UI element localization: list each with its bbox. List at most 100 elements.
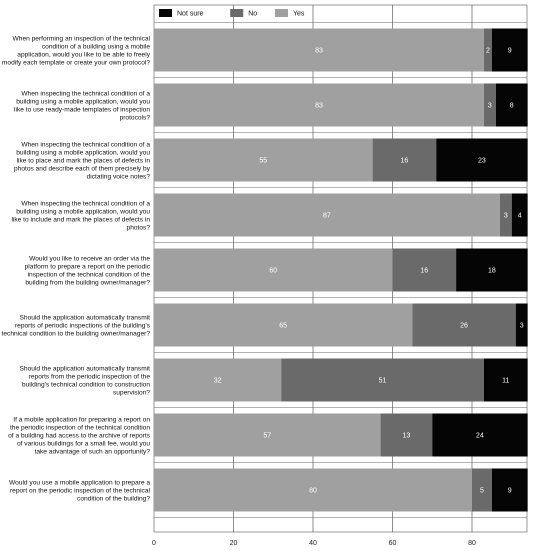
bar-value-label: 16 [401, 158, 409, 165]
category-label-line: Would you use a mobile application to pr… [9, 479, 150, 486]
bar-not-sure [491, 28, 528, 72]
category-label: When performing an inspection of the tec… [2, 35, 151, 66]
bar-value-label: 3 [520, 323, 524, 330]
legend-label: Not sure [177, 11, 204, 18]
category-label: When inspecting the technical condition … [14, 90, 150, 121]
bar-value-label: 5 [480, 488, 484, 495]
category-label-line: Should the application automatically tra… [20, 314, 151, 321]
bar-value-label: 3 [504, 213, 508, 220]
x-tick-label: 0 [152, 540, 156, 547]
category-label-line: building using a mobile application, wou… [16, 208, 150, 215]
category-label-line: Would you like to receive an order via t… [29, 255, 150, 262]
bar-yes [154, 138, 373, 182]
x-tick-label: 20 [230, 540, 238, 547]
legend: Not sure No Yes [159, 9, 305, 18]
category-label-line: application, would you like to be able t… [17, 51, 150, 58]
category-label-line: building using a mobile application, wou… [16, 149, 150, 156]
category-label-line: protocols? [120, 114, 151, 121]
bar-value-label: 80 [309, 488, 317, 495]
bar-value-label: 9 [508, 488, 512, 495]
bar-not-sure [491, 468, 528, 512]
bar-yes [154, 28, 484, 72]
bar-value-label: 4 [518, 213, 522, 220]
bar-no [372, 138, 437, 182]
bar-value-label: 23 [478, 158, 486, 165]
bar-no [483, 28, 492, 72]
category-label-line: dictating voice notes? [87, 173, 151, 180]
bar-yes [154, 413, 381, 457]
category-label-line: When inspecting the technical condition … [21, 90, 150, 97]
bar-not-sure [432, 413, 528, 457]
category-label-line: photos and describe each of them precise… [14, 165, 151, 172]
category-label-line: condition of a building using a mobile [42, 43, 150, 50]
bar-no [380, 413, 433, 457]
bar-no [499, 193, 512, 237]
category-label-line: supervision? [113, 389, 150, 396]
bar-yes [154, 193, 500, 237]
legend-swatch [159, 9, 172, 17]
x-axis: 0 20 40 60 80 [152, 540, 476, 547]
legend-swatch [275, 9, 288, 17]
category-label-line: like to place and mark the places of def… [17, 157, 151, 164]
category-label: When inspecting the technical condition … [14, 141, 151, 180]
bar-not-sure [515, 303, 528, 347]
bar-value-label: 11 [502, 378, 509, 385]
category-label-line: building from the building owner/manager… [25, 279, 150, 286]
bar-yes [154, 303, 413, 347]
legend-swatch [230, 9, 244, 17]
category-label: Should the application automatically tra… [2, 314, 151, 337]
bar-value-label: 32 [214, 378, 222, 385]
category-label-line: the periodic inspection of the technical… [10, 424, 150, 431]
bars-group: 83 2 9 83 3 8 55 16 23 87 3 4 60 16 18 65 26 3 32 51 11 57 13 2… [154, 28, 528, 512]
category-label-line: Should the application automatically tra… [20, 365, 151, 372]
category-label-line: If a mobile application for preparing a … [13, 416, 150, 423]
bar-not-sure [436, 138, 528, 182]
legend-label: No [248, 11, 257, 18]
category-label-line: like to use ready-made templates of insp… [14, 106, 150, 113]
bar-value-label: 83 [315, 103, 323, 110]
category-label-line: like to include and mark the places of d… [11, 216, 150, 223]
x-tick-label: 80 [468, 540, 476, 547]
bar-no [281, 358, 484, 402]
x-tick-label: 60 [389, 540, 397, 547]
category-label-line: of a building had access to the archive … [8, 432, 151, 439]
category-label-line: photos? [127, 224, 151, 231]
bar-no [392, 248, 457, 292]
bar-value-label: 13 [403, 433, 411, 440]
bar-value-label: 55 [259, 158, 267, 165]
category-label-line: platform to prepare a report on the peri… [25, 263, 151, 270]
bar-value-label: 65 [279, 323, 287, 330]
bar-value-label: 24 [476, 433, 484, 440]
bar-not-sure [511, 193, 528, 237]
bar-value-label: 18 [488, 268, 496, 275]
legend-label: Yes [293, 11, 305, 18]
bar-value-label: 16 [420, 268, 428, 275]
bar-value-label: 2 [486, 48, 490, 55]
category-label-line: condition of the building? [77, 495, 150, 502]
bar-value-label: 83 [315, 48, 323, 55]
category-label-line: When inspecting the technical condition … [21, 141, 150, 148]
category-label-line: building's technical condition to constr… [22, 381, 150, 388]
category-label-line: of various buildings for a small fee, wo… [17, 440, 150, 447]
category-label-line: reports from the periodic inspection of … [29, 373, 151, 380]
bar-value-label: 60 [269, 268, 277, 275]
category-label: Would you like to receive an order via t… [25, 255, 151, 286]
category-label-line: technical condition to the building owne… [2, 330, 151, 337]
category-label-line: take advantage of such an opportunity? [35, 448, 151, 455]
bar-no [472, 468, 492, 512]
bar-value-label: 26 [460, 323, 468, 330]
category-label-line: When performing an inspection of the tec… [13, 35, 151, 42]
category-label: When inspecting the technical condition … [11, 200, 150, 231]
category-label-line: report on the periodic inspection of the… [10, 487, 151, 494]
category-label-line: When inspecting the technical condition … [21, 200, 150, 207]
bar-value-label: 87 [323, 213, 331, 220]
category-label: Would you use a mobile application to pr… [9, 479, 151, 502]
bar-not-sure [483, 358, 528, 402]
bar-no [412, 303, 516, 347]
category-label: If a mobile application for preparing a … [8, 416, 151, 455]
x-tick-label: 40 [309, 540, 317, 547]
bar-value-label: 9 [508, 48, 512, 55]
bar-yes [154, 83, 484, 127]
bar-value-label: 3 [488, 103, 492, 110]
